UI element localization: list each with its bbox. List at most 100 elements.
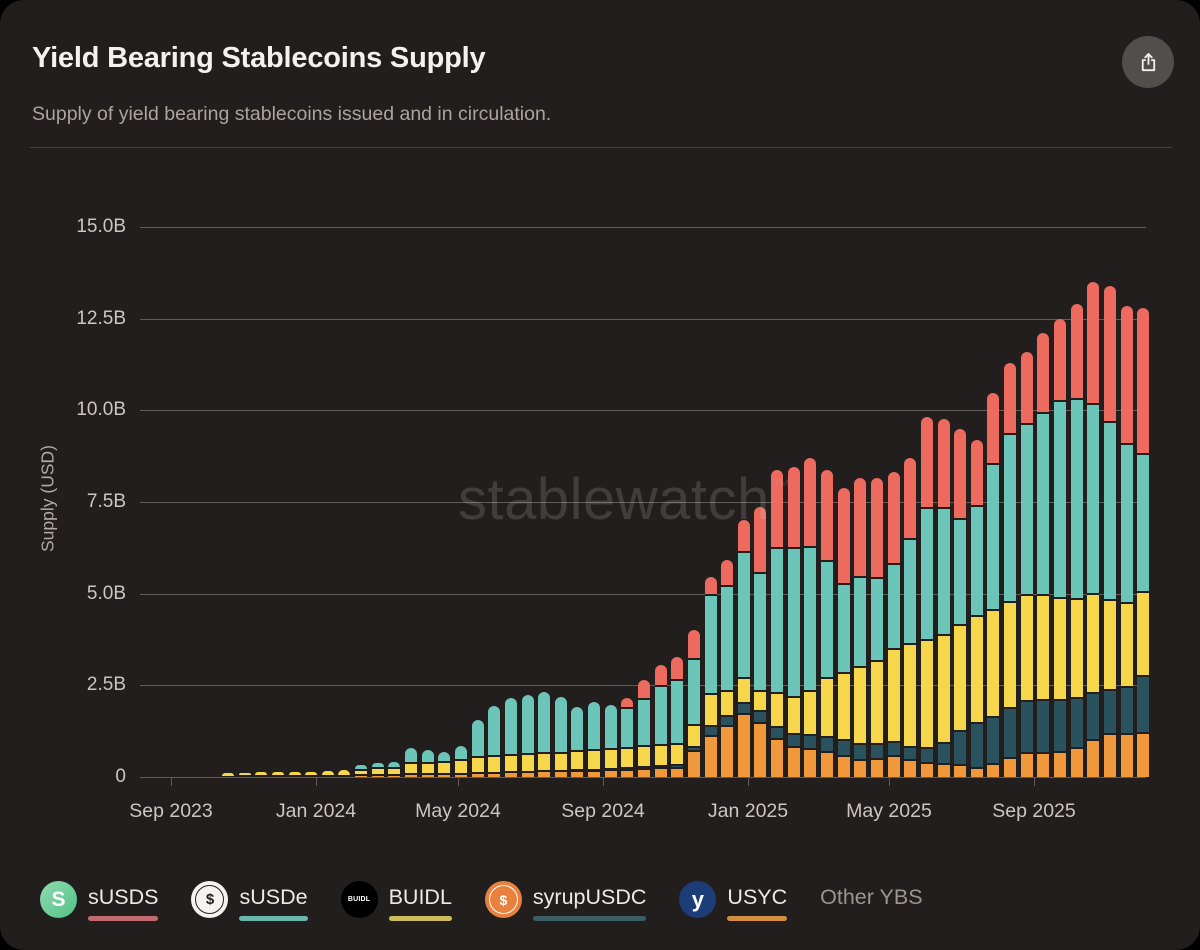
- bar-2025-09-04[interactable]: [1037, 333, 1050, 777]
- bar-segment-sUSDe: [920, 507, 933, 640]
- bar-segment-BUIDL: [837, 672, 850, 739]
- bar-2024-06-13[interactable]: [504, 698, 517, 777]
- bar-2025-07-10[interactable]: [970, 439, 983, 777]
- bar-2024-01-25[interactable]: [338, 770, 351, 777]
- bar-2025-10-16[interactable]: [1087, 281, 1100, 777]
- bar-2024-04-18[interactable]: [438, 752, 451, 777]
- bar-2023-11-30[interactable]: [271, 772, 284, 777]
- bar-segment-BUIDL: [870, 660, 883, 744]
- bar-2023-11-16[interactable]: [255, 772, 268, 777]
- bar-2025-03-06[interactable]: [821, 470, 834, 777]
- bar-segment-USYC: [255, 775, 268, 777]
- bar-2024-02-08[interactable]: [355, 764, 368, 777]
- bar-2024-05-30[interactable]: [488, 705, 501, 777]
- bar-segment-syrupUSDC: [1120, 686, 1133, 733]
- bar-segment-USYC: [604, 769, 617, 777]
- bar-2025-02-20[interactable]: [804, 457, 817, 777]
- bar-2024-03-07[interactable]: [388, 761, 401, 777]
- bar-2024-05-02[interactable]: [454, 745, 467, 777]
- bar-2024-10-17[interactable]: [654, 665, 667, 777]
- legend-icon-text: y: [691, 886, 705, 912]
- bar-2025-05-01[interactable]: [887, 471, 900, 777]
- bar-2025-07-24[interactable]: [987, 393, 1000, 777]
- bar-2025-02-06[interactable]: [787, 467, 800, 777]
- bar-2024-10-31[interactable]: [671, 657, 684, 777]
- legend-label: sUSDS: [88, 885, 159, 909]
- bar-2024-06-27[interactable]: [521, 694, 534, 777]
- bar-2023-10-19[interactable]: [222, 773, 234, 777]
- bar-segment-sUSDe: [471, 720, 484, 757]
- bar-2024-09-19[interactable]: [621, 698, 634, 777]
- bar-segment-sUSDe: [388, 761, 401, 767]
- legend-item-usyc[interactable]: y USYC: [679, 881, 788, 921]
- legend-item-buidl[interactable]: BUIDL BUIDL: [340, 881, 452, 921]
- bar-2024-12-12[interactable]: [721, 559, 734, 777]
- bar-segment-USYC: [1004, 756, 1017, 777]
- bar-2024-01-11[interactable]: [321, 771, 334, 777]
- bar-2025-05-15[interactable]: [904, 457, 917, 777]
- bar-segment-USYC: [405, 773, 418, 777]
- bar-segment-BUIDL: [937, 633, 950, 742]
- bar-2024-09-05[interactable]: [604, 705, 617, 777]
- x-tick-label: Jan 2024: [275, 800, 357, 822]
- bar-2025-10-30[interactable]: [1103, 285, 1116, 777]
- bar-2023-12-28[interactable]: [305, 771, 318, 777]
- bar-2025-01-09[interactable]: [754, 507, 767, 777]
- bar-2025-03-20[interactable]: [837, 488, 850, 777]
- bar-2024-11-28[interactable]: [704, 576, 717, 777]
- bar-2024-11-14[interactable]: [687, 630, 700, 777]
- bar-segment-sUSDS: [771, 470, 784, 548]
- bar-segment-BUIDL: [1004, 600, 1017, 708]
- bar-2025-08-07[interactable]: [1004, 362, 1017, 777]
- bar-segment-sUSDe: [604, 705, 617, 749]
- bar-2025-06-26[interactable]: [954, 428, 967, 777]
- bar-segment-BUIDL: [438, 761, 451, 774]
- bar-2025-06-12[interactable]: [937, 419, 950, 777]
- bar-2025-10-02[interactable]: [1070, 303, 1083, 777]
- bar-2024-08-22[interactable]: [588, 701, 601, 777]
- bar-2023-11-02[interactable]: [238, 772, 251, 777]
- bar-segment-BUIDL: [1054, 596, 1066, 700]
- bar-2025-08-21[interactable]: [1020, 351, 1033, 777]
- bar-segment-USYC: [271, 775, 284, 777]
- share-button[interactable]: [1122, 36, 1174, 88]
- bar-segment-sUSDe: [654, 685, 667, 744]
- bar-2024-02-22[interactable]: [371, 763, 384, 777]
- bar-segment-BUIDL: [1087, 592, 1100, 692]
- bar-segment-sUSDe: [970, 504, 983, 616]
- y-gridline: [140, 501, 1146, 503]
- bar-2025-11-13[interactable]: [1120, 305, 1133, 777]
- bar-2024-03-21[interactable]: [405, 748, 418, 777]
- bar-2024-10-03[interactable]: [638, 679, 650, 777]
- bar-segment-sUSDe: [954, 518, 967, 624]
- bar-2024-07-25[interactable]: [554, 697, 567, 777]
- bar-segment-BUIDL: [1070, 598, 1083, 698]
- bar-segment-sUSDe: [571, 706, 584, 751]
- bar-2024-07-11[interactable]: [538, 691, 551, 777]
- bar-segment-sUSDS: [904, 457, 917, 538]
- bar-2024-12-26[interactable]: [737, 520, 750, 777]
- bar-2025-04-03[interactable]: [854, 478, 867, 777]
- bar-segment-sUSDS: [687, 630, 700, 658]
- bar-2024-05-16[interactable]: [471, 720, 484, 777]
- bar-segment-sUSDe: [1120, 442, 1133, 603]
- bar-segment-syrupUSDC: [821, 735, 834, 752]
- legend-item-susde[interactable]: $ sUSDe: [191, 881, 308, 921]
- bar-2024-08-08[interactable]: [571, 706, 584, 777]
- bar-2025-09-18[interactable]: [1054, 318, 1066, 777]
- buidl-icon: BUIDL: [340, 881, 378, 918]
- bar-segment-sUSDe: [538, 691, 551, 753]
- bar-segment-sUSDS: [654, 665, 667, 686]
- bar-segment-syrupUSDC: [754, 710, 767, 722]
- bar-segment-BUIDL: [638, 745, 650, 767]
- bar-2023-12-14[interactable]: [288, 771, 301, 777]
- legend-item-syrupusdc[interactable]: $ syrupUSDC: [484, 881, 647, 921]
- bar-2025-04-17[interactable]: [870, 478, 883, 777]
- bar-2024-04-04[interactable]: [421, 749, 434, 777]
- bar-2025-05-29[interactable]: [920, 416, 933, 777]
- legend-item-other-ybs[interactable]: Other YBS: [820, 881, 922, 910]
- bar-2025-11-27[interactable]: [1137, 307, 1150, 777]
- bar-2025-01-23[interactable]: [771, 470, 784, 777]
